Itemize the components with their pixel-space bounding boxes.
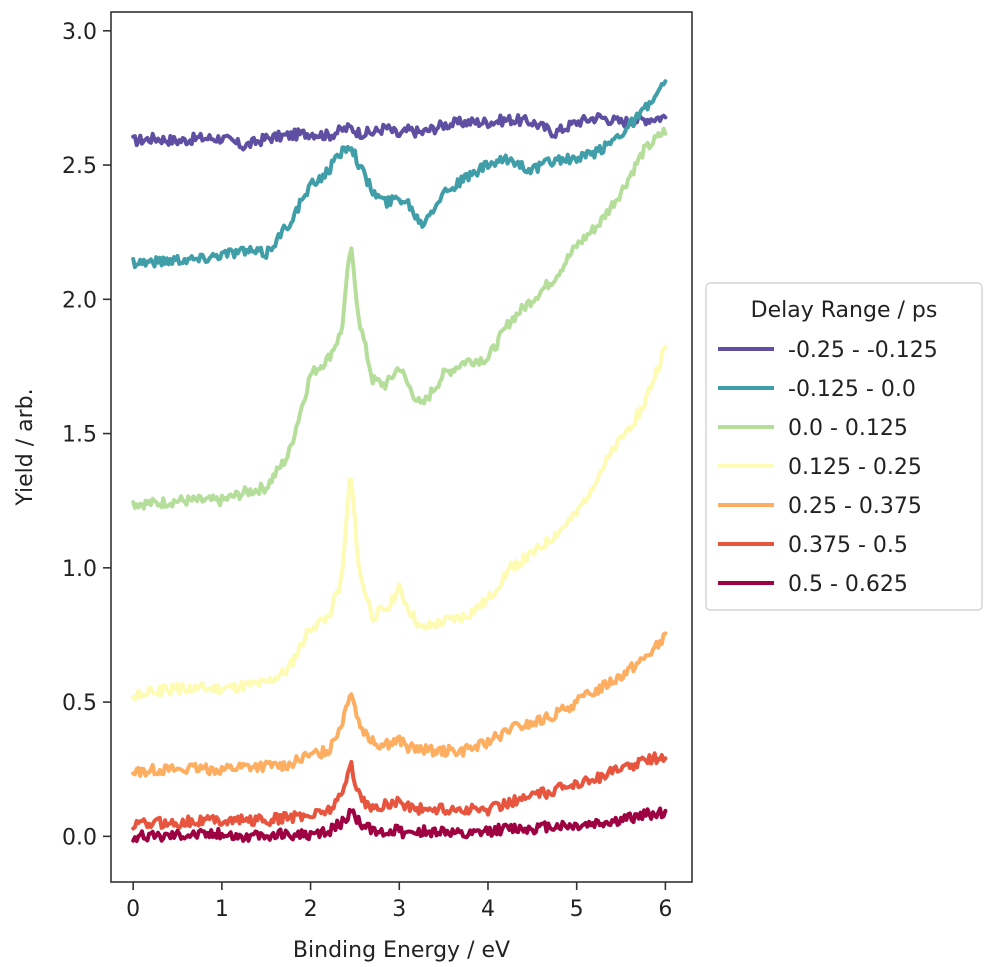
x-tick-label: 4 — [481, 897, 495, 922]
plot-frame — [110, 11, 693, 883]
series-line — [131, 806, 668, 843]
legend-entry-label: 0.25 - 0.375 — [788, 494, 922, 519]
y-axis-label: Yield / arb. — [13, 388, 38, 506]
series-line — [131, 79, 668, 270]
y-tick-label: 0.0 — [62, 825, 97, 850]
legend-entry-label: 0.5 - 0.625 — [788, 572, 908, 597]
legend-box — [705, 282, 983, 611]
series-line — [131, 112, 668, 152]
legend-entry-label: 0.0 - 0.125 — [788, 416, 908, 441]
legend-entry-label: -0.25 - -0.125 — [788, 338, 938, 363]
series-line — [131, 751, 668, 831]
y-tick-label: 2.5 — [62, 154, 97, 179]
series-line — [131, 345, 668, 702]
x-tick-label: 1 — [215, 897, 229, 922]
legend-entry-label: 0.375 - 0.5 — [788, 533, 908, 558]
x-tick-label: 5 — [570, 897, 584, 922]
legend-entry-label: -0.125 - 0.0 — [788, 377, 916, 402]
legend-entries: -0.25 - -0.125 -0.125 - 0.0 0.0 - 0.125 0.1… — [718, 338, 938, 597]
x-tick-label: 2 — [304, 897, 318, 922]
plot-area — [131, 79, 668, 843]
series-line — [131, 631, 668, 778]
y-tick-label: 1.5 — [62, 423, 97, 448]
axis-ticks: 0 1 2 3 4 5 6 0.0 0.5 1.0 1.5 2.0 2.5 3.0 — [62, 20, 672, 922]
legend: Delay Range / ps -0.25 - -0.125 -0.125 - … — [705, 282, 983, 611]
y-tick-label: 3.0 — [62, 20, 97, 45]
x-axis-label: Binding Energy / eV — [293, 938, 510, 963]
x-tick-label: 3 — [392, 897, 406, 922]
x-tick-label: 6 — [658, 897, 672, 922]
y-tick-label: 2.0 — [62, 288, 97, 313]
x-tick-label: 0 — [126, 897, 140, 922]
legend-title: Delay Range / ps — [751, 298, 938, 323]
series-line — [131, 126, 668, 511]
y-tick-label: 1.0 — [62, 557, 97, 582]
legend-entry-label: 0.125 - 0.25 — [788, 455, 922, 480]
y-tick-label: 0.5 — [62, 691, 97, 716]
